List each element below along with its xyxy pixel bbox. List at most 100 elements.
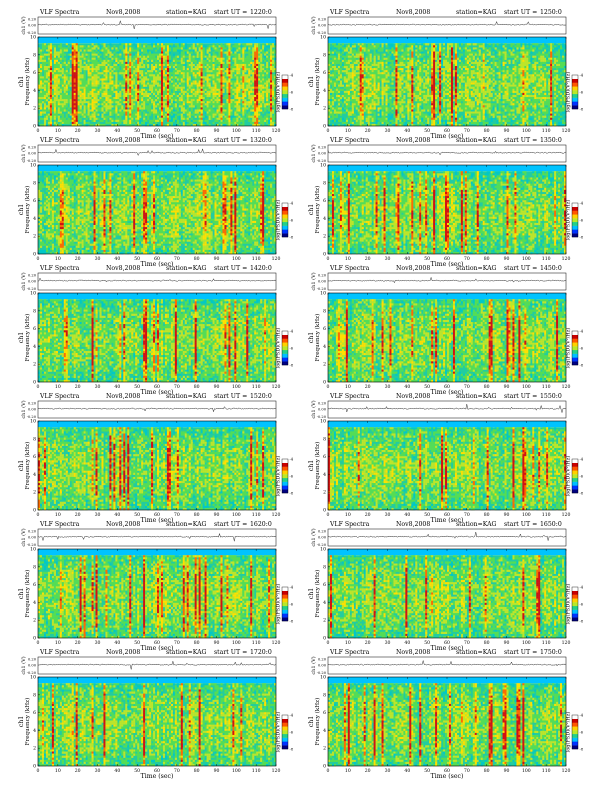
spectrogram-cell [105, 101, 107, 103]
spectrogram-cell [111, 80, 113, 82]
spectrogram-cell [84, 58, 86, 60]
spectrogram-cell [86, 64, 88, 66]
spectrogram-cell [70, 93, 72, 95]
spectrogram-cell [60, 68, 62, 70]
spectrogram-cell [38, 78, 40, 80]
spectrogram-cell [64, 87, 66, 89]
spectrogram-cell [88, 87, 90, 89]
spectrogram-cell [46, 116, 48, 118]
spectrogram-cell [137, 116, 139, 118]
spectrogram-cell [119, 80, 121, 82]
spectrogram-cell [72, 109, 74, 111]
spectrogram-cell [137, 99, 139, 101]
spectrogram-cell [99, 83, 101, 85]
spectrogram-cell [145, 99, 147, 101]
spectrogram-cell [60, 120, 62, 122]
spectrogram-cell [42, 58, 44, 60]
spectrogram-cell [52, 85, 54, 87]
spectrogram-cell [135, 45, 137, 47]
spectrogram-cell [177, 56, 179, 58]
spectrogram-cell [171, 93, 173, 95]
spectrogram-cell [159, 58, 161, 60]
spectrogram-cell [169, 47, 171, 49]
spectrogram-cell [107, 76, 109, 78]
spectrogram-cell [88, 74, 90, 76]
spectrogram-cell [107, 99, 109, 101]
spectrogram-cell [48, 56, 50, 58]
spectrogram-cell [54, 49, 56, 51]
spectrogram-cell [101, 60, 103, 62]
spectrogram-cell [161, 89, 163, 91]
spectrogram-cell [58, 83, 60, 85]
spectrogram-cell [62, 49, 64, 51]
spectrogram-cell [113, 112, 115, 114]
spectrogram-cell [70, 70, 72, 72]
spectrogram-cell [52, 70, 54, 72]
spectrogram-cell [129, 101, 131, 103]
spectrogram-cell [98, 70, 100, 72]
spectrogram-cell [66, 85, 68, 87]
spectrogram-cell [56, 76, 58, 78]
spectrogram-cell [92, 56, 94, 58]
spectrogram-cell [105, 83, 107, 85]
spectrogram-cell [161, 93, 163, 95]
spectrogram-cell [40, 74, 42, 76]
spectrogram-cell [94, 116, 96, 118]
spectrogram-cell [167, 76, 169, 78]
spectrogram-cell [80, 109, 82, 111]
spectrogram-cell [137, 103, 139, 105]
spectrogram-cell [62, 114, 64, 116]
spectrogram-cell [103, 62, 105, 64]
spectrogram-cell [161, 49, 163, 51]
spectrogram-cell [175, 105, 177, 107]
spectrogram-cell [179, 49, 181, 51]
spectrogram-cell [56, 109, 58, 111]
spectrogram-cell [70, 103, 72, 105]
spectrogram-cell [50, 70, 52, 72]
spectrogram-cell [82, 68, 84, 70]
spectrogram-cell [42, 114, 44, 116]
spectrogram-cell [94, 97, 96, 99]
spectrogram-cell [129, 93, 131, 95]
spectrogram-cell [129, 43, 131, 45]
spectrogram-cell [74, 120, 76, 122]
spectrogram-cell [52, 54, 54, 56]
spectrogram-cell [161, 52, 163, 54]
spectrogram-cell [74, 93, 76, 95]
spectrogram-cell [139, 70, 141, 72]
spectrogram-cell [143, 85, 145, 87]
spectrogram-cell [78, 62, 80, 64]
spectrogram-cell [129, 76, 131, 78]
spectrogram-cell [147, 93, 149, 95]
spectrogram-cell [82, 87, 84, 89]
spectrogram-cell [90, 93, 92, 95]
spectrogram-cell [109, 78, 111, 80]
spectrogram-cell [151, 87, 153, 89]
spectrogram-cell [155, 95, 157, 97]
spectrogram-cell [151, 91, 153, 93]
spectrogram-cell [76, 47, 78, 49]
spectrogram-cell [133, 74, 135, 76]
spectrogram-cell [129, 87, 131, 89]
spectrogram-cell [103, 74, 105, 76]
spectrogram-cell [143, 118, 145, 120]
spectrogram-cell [159, 91, 161, 93]
spectrogram-cell [101, 83, 103, 85]
spectrogram-cell [125, 99, 127, 101]
spectrogram-cell [96, 62, 98, 64]
spectrogram-cell [54, 91, 56, 93]
spectrogram-cell [38, 120, 40, 122]
spectrogram-cell [151, 64, 153, 66]
spectrogram-cell [145, 78, 147, 80]
spectrogram-cell [139, 103, 141, 105]
spectrogram-cell [105, 120, 107, 122]
spectrogram-cell [84, 122, 86, 124]
spectrogram-cell [46, 89, 48, 91]
spectrogram-cell [163, 54, 165, 56]
spectrogram-cell [50, 101, 52, 103]
spectrogram-cell [60, 70, 62, 72]
spectrogram-cell [46, 80, 48, 82]
spectrogram-cell [46, 70, 48, 72]
spectrogram-cell [163, 99, 165, 101]
spectrogram-cell [153, 91, 155, 93]
